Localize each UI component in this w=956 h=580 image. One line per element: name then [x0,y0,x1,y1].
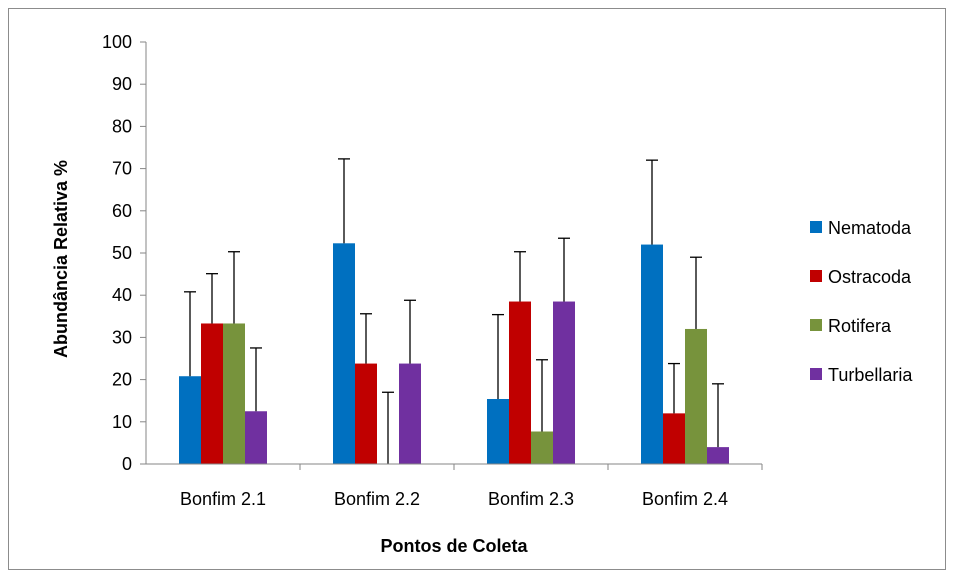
bar-turbellaria [399,363,421,464]
y-tick-label: 10 [112,412,132,432]
bar-nematoda [333,243,355,464]
bar-nematoda [179,376,201,464]
bar-ostracoda [201,323,223,464]
legend-label-rotifera: Rotifera [828,316,892,336]
y-tick-label: 20 [112,370,132,390]
bar-nematoda [641,244,663,464]
bar-rotifera [531,431,553,464]
legend-label-turbellaria: Turbellaria [828,365,913,385]
legend-swatch-nematoda [810,221,822,233]
legend: Nematoda Ostracoda Rotifera Turbellaria [810,218,913,385]
bar-ostracoda [355,363,377,464]
x-axis-title: Pontos de Coleta [380,536,528,556]
y-tick-label: 100 [102,32,132,52]
y-axis-ticks: 0 10 20 30 40 50 60 70 80 90 100 [102,32,146,474]
bar-rotifera [685,328,707,464]
y-tick-label: 0 [122,454,132,474]
bar-ostracoda [509,301,531,464]
bar-nematoda [487,399,509,464]
legend-swatch-turbellaria [810,368,822,380]
bar-ostracoda [663,413,685,464]
y-tick-label: 30 [112,327,132,347]
legend-swatch-rotifera [810,319,822,331]
y-tick-label: 90 [112,74,132,94]
x-tick-label: Bonfim 2.3 [488,489,574,509]
bar-rotifera [223,323,245,464]
y-tick-label: 70 [112,159,132,179]
legend-label-ostracoda: Ostracoda [828,267,912,287]
legend-label-nematoda: Nematoda [828,218,912,238]
bar-turbellaria [245,411,267,464]
x-tick-label: Bonfim 2.4 [642,489,728,509]
legend-swatch-ostracoda [810,270,822,282]
chart-frame [8,8,946,570]
x-tick-label: Bonfim 2.2 [334,489,420,509]
x-tick-label: Bonfim 2.1 [180,489,266,509]
bar-turbellaria [553,301,575,464]
error-bars [184,158,724,464]
y-tick-label: 50 [112,243,132,263]
y-tick-label: 60 [112,201,132,221]
y-tick-label: 40 [112,285,132,305]
y-axis-title: Abundância Relativa % [51,160,71,358]
bar-turbellaria [707,447,729,464]
x-axis-labels: Bonfim 2.1 Bonfim 2.2 Bonfim 2.3 Bonfim 2.4 [180,464,763,509]
bars [179,243,729,464]
y-tick-label: 80 [112,116,132,136]
